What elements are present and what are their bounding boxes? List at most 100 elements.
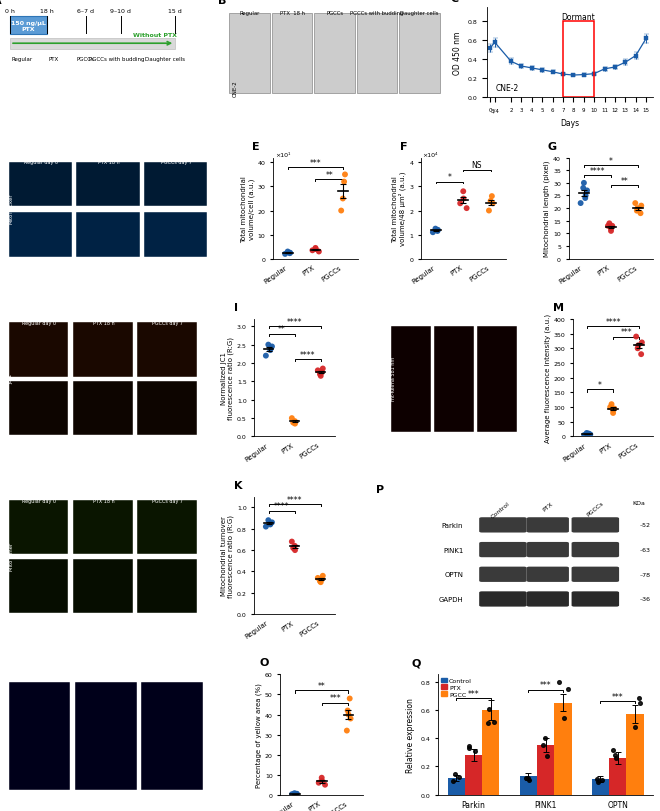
Point xyxy=(310,242,321,255)
FancyBboxPatch shape xyxy=(479,543,527,557)
Text: Regular: Regular xyxy=(240,11,260,15)
Bar xyxy=(272,15,312,94)
Point xyxy=(632,342,643,355)
FancyBboxPatch shape xyxy=(527,543,569,557)
Point xyxy=(610,749,620,762)
Text: PGCCs with budding: PGCCs with budding xyxy=(350,11,404,15)
Text: M: M xyxy=(552,303,564,312)
Bar xyxy=(77,213,139,257)
Point xyxy=(317,573,327,586)
Point xyxy=(313,364,323,377)
Text: ****: **** xyxy=(589,166,605,175)
Point xyxy=(315,576,326,589)
Text: Dormant: Dormant xyxy=(562,12,595,22)
Point xyxy=(285,247,296,260)
Bar xyxy=(141,682,203,790)
FancyBboxPatch shape xyxy=(572,517,619,533)
Text: Without PTX: Without PTX xyxy=(133,33,177,38)
Text: ***: *** xyxy=(612,692,624,701)
Point xyxy=(608,407,618,420)
Point xyxy=(263,514,274,527)
Text: P: P xyxy=(376,485,384,495)
Text: H: H xyxy=(0,307,6,317)
Point xyxy=(609,402,620,415)
Point xyxy=(314,776,324,789)
Bar xyxy=(73,382,133,436)
Point xyxy=(488,198,498,211)
Y-axis label: OD 450 nm: OD 450 nm xyxy=(453,32,462,75)
Text: **: ** xyxy=(318,681,325,690)
Point xyxy=(307,244,317,257)
Y-axis label: Relative expression: Relative expression xyxy=(406,697,414,772)
Point xyxy=(317,569,328,582)
Y-axis label: Percentage of yellow area (%): Percentage of yellow area (%) xyxy=(255,682,262,787)
Text: ***: *** xyxy=(540,680,551,689)
Text: CNE-2: CNE-2 xyxy=(496,84,519,93)
Point xyxy=(636,200,647,212)
Text: *: * xyxy=(447,173,451,182)
Point xyxy=(582,428,593,441)
Point xyxy=(537,739,548,752)
Point xyxy=(581,427,592,440)
Bar xyxy=(537,745,554,795)
Text: A: A xyxy=(0,0,1,6)
Legend: Control, PTX, PGCC: Control, PTX, PGCC xyxy=(441,678,472,697)
Bar xyxy=(145,213,207,257)
Point xyxy=(317,367,327,380)
Bar xyxy=(554,703,572,795)
Text: PTX: PTX xyxy=(542,500,554,512)
FancyBboxPatch shape xyxy=(572,543,619,557)
Point xyxy=(559,711,570,724)
Bar xyxy=(626,714,643,795)
Point xyxy=(313,572,323,585)
Point xyxy=(580,192,591,205)
Bar xyxy=(563,23,594,98)
Point xyxy=(263,339,274,352)
Y-axis label: Normalized JC1
fluorescence ratio (R:G): Normalized JC1 fluorescence ratio (R:G) xyxy=(220,337,234,419)
Text: ****: **** xyxy=(300,350,315,359)
Point xyxy=(637,337,647,350)
Bar xyxy=(145,162,207,207)
Point xyxy=(288,542,298,555)
Text: ×10¹: ×10¹ xyxy=(275,152,290,157)
Point xyxy=(585,428,595,441)
Text: Regular day 0: Regular day 0 xyxy=(394,320,428,326)
Point xyxy=(606,222,616,235)
Point xyxy=(540,732,550,744)
Point xyxy=(317,775,327,787)
Point xyxy=(310,243,321,256)
Point xyxy=(631,331,642,344)
FancyBboxPatch shape xyxy=(479,591,527,607)
Point xyxy=(636,348,646,361)
Point xyxy=(447,775,458,787)
Point xyxy=(634,697,645,710)
Point xyxy=(286,535,297,548)
Text: mt-Keima 581 nm: mt-Keima 581 nm xyxy=(391,356,396,401)
Text: *: * xyxy=(598,380,602,389)
Point xyxy=(630,720,641,733)
Text: 0 h: 0 h xyxy=(5,10,15,15)
Text: PGCCs day 7: PGCCs day 7 xyxy=(160,159,191,165)
Point xyxy=(339,176,349,189)
Point xyxy=(336,205,346,218)
Point xyxy=(610,751,621,764)
Point xyxy=(345,692,355,705)
Text: CNE-2: CNE-2 xyxy=(232,80,238,97)
Text: JC-1: JC-1 xyxy=(9,373,14,384)
Text: PINK1: PINK1 xyxy=(443,547,463,553)
Text: ****: **** xyxy=(274,501,290,510)
Text: F: F xyxy=(400,142,407,152)
Point xyxy=(484,205,494,218)
Point xyxy=(343,704,353,717)
Text: ***: *** xyxy=(310,158,321,167)
FancyBboxPatch shape xyxy=(572,591,619,607)
Point xyxy=(265,344,275,357)
FancyBboxPatch shape xyxy=(10,39,175,49)
Bar xyxy=(314,15,355,94)
Text: Control: Control xyxy=(490,500,511,519)
Point xyxy=(583,427,594,440)
Text: KDa: KDa xyxy=(632,500,645,505)
Text: K: K xyxy=(234,480,243,490)
Point xyxy=(291,787,302,800)
Point xyxy=(562,682,573,695)
